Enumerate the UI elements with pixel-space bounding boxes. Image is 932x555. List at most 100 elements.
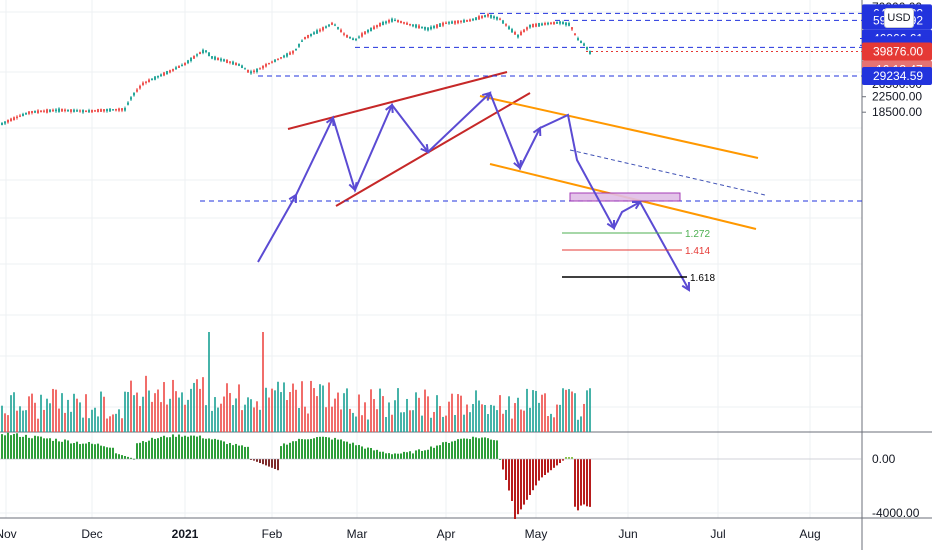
histogram-bar: [34, 435, 36, 459]
candle-body: [175, 67, 177, 70]
arrowhead: [348, 181, 358, 192]
candle-body: [91, 109, 93, 113]
histogram-bar: [496, 440, 498, 459]
volume-bar: [286, 400, 288, 432]
candle-body: [484, 15, 486, 18]
histogram-bar: [430, 446, 432, 459]
candle-body: [265, 63, 267, 67]
histogram-bar: [16, 433, 18, 459]
volume-bar: [160, 402, 162, 432]
currency-label[interactable]: USD: [884, 8, 914, 28]
volume-bar: [466, 404, 468, 432]
candle-body: [322, 27, 324, 31]
histogram-bar: [223, 441, 225, 459]
volume-bar: [565, 389, 567, 432]
candle-body: [64, 109, 66, 112]
histogram-bar: [487, 438, 489, 459]
volume-bar: [370, 389, 372, 432]
arrowhead: [631, 200, 642, 210]
candle-body: [34, 110, 36, 113]
volume-bar: [583, 403, 585, 432]
volume-bar: [19, 406, 21, 432]
candle-body: [469, 19, 471, 22]
volume-bar: [271, 388, 273, 432]
volume-bar: [58, 408, 60, 432]
volume-bar: [415, 392, 417, 432]
histogram-bar: [439, 445, 441, 459]
volume-bar: [94, 407, 96, 432]
candle-body: [427, 27, 429, 31]
volume-bar: [436, 395, 438, 432]
volume-bar: [148, 390, 150, 432]
volume-bar: [496, 410, 498, 432]
volume-bar: [88, 418, 90, 432]
volume-bar: [61, 393, 63, 432]
histogram-bar: [232, 445, 234, 459]
histogram-bar: [91, 443, 93, 459]
candle-body: [97, 109, 99, 113]
histogram-bar: [145, 442, 147, 459]
volume-bar: [373, 399, 375, 432]
dashed-trendline: [569, 149, 766, 196]
candle-body: [16, 116, 18, 119]
fib-level-label: 1.618: [690, 273, 715, 284]
candle-body: [580, 40, 582, 44]
histogram-bar: [304, 439, 306, 459]
volume-bar: [235, 398, 237, 432]
volume-bar: [184, 404, 186, 432]
candle-body: [214, 56, 216, 60]
histogram-bar: [508, 459, 510, 491]
histogram-bar: [337, 439, 339, 459]
volume-bar: [244, 404, 246, 432]
candle-body: [82, 109, 84, 113]
histogram-bar: [391, 454, 393, 459]
candle-body: [394, 19, 396, 22]
candle-body: [88, 110, 90, 113]
volume-bar: [25, 410, 27, 432]
candle-body: [559, 21, 561, 24]
histogram-bar: [481, 437, 483, 459]
volume-bar: [502, 413, 504, 432]
histogram-bar: [262, 459, 264, 465]
histogram-bar: [166, 437, 168, 459]
candle-body: [295, 48, 297, 51]
arrowhead: [420, 143, 430, 154]
candle-body: [229, 61, 231, 63]
histogram-bar: [433, 447, 435, 459]
histogram-bar: [208, 438, 210, 459]
histogram-bar: [352, 442, 354, 459]
volume-bar: [589, 388, 591, 432]
volume-bar: [55, 389, 57, 432]
candle-body: [337, 27, 339, 29]
volume-bar: [289, 392, 291, 432]
candle-body: [256, 68, 258, 73]
time-axis[interactable]: Nov Dec 2021 Feb Mar Apr May Jun Jul Aug: [0, 527, 821, 541]
histogram-bar: [544, 459, 546, 475]
histogram-bar: [205, 438, 207, 459]
volume-bar: [412, 410, 414, 432]
volume-bar: [67, 399, 69, 432]
candle-body: [409, 23, 411, 26]
volume-bar: [448, 401, 450, 432]
candlestick-series: [1, 12, 591, 126]
volume-bar: [121, 418, 123, 432]
candle-body: [520, 31, 522, 36]
volume-bar: [130, 380, 132, 432]
candle-body: [196, 54, 198, 56]
time-tick-label: Nov: [0, 527, 17, 541]
candle-body: [316, 30, 318, 34]
candle-body: [370, 27, 372, 32]
volume-bar: [460, 395, 462, 432]
histogram-bar: [19, 436, 21, 459]
price-tick-label: 18500.00: [872, 105, 922, 119]
volume-bar: [454, 414, 456, 432]
arrowhead: [532, 126, 542, 137]
candle-body: [283, 55, 285, 58]
volume-bar: [538, 402, 540, 432]
histogram-bar: [55, 438, 57, 459]
volume-bar: [76, 398, 78, 432]
candle-body: [73, 109, 75, 112]
volume-bar: [313, 388, 315, 432]
histogram-bar: [355, 445, 357, 459]
